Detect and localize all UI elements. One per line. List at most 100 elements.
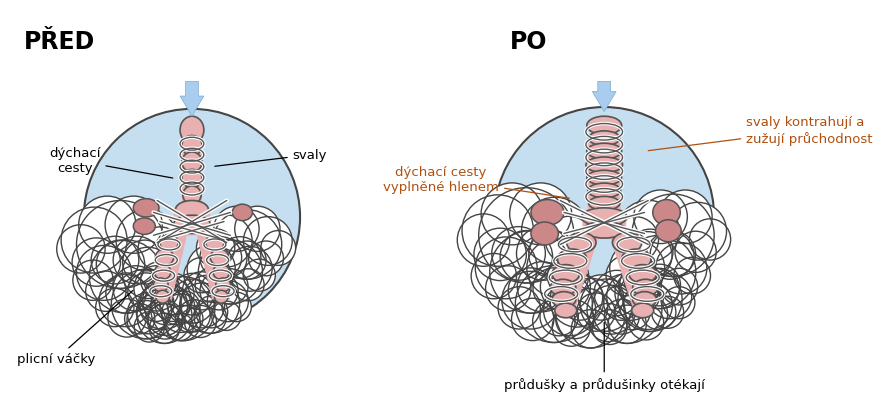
Circle shape [183, 272, 220, 310]
Ellipse shape [632, 292, 656, 308]
Ellipse shape [213, 265, 229, 280]
Circle shape [212, 301, 241, 331]
Circle shape [213, 269, 248, 304]
Ellipse shape [174, 216, 210, 234]
Circle shape [675, 232, 716, 273]
Circle shape [77, 201, 164, 289]
Circle shape [138, 227, 182, 271]
Ellipse shape [531, 200, 564, 225]
Circle shape [669, 203, 727, 261]
Ellipse shape [653, 200, 680, 225]
Polygon shape [153, 234, 187, 300]
Ellipse shape [206, 235, 224, 251]
Circle shape [548, 256, 588, 297]
Circle shape [517, 227, 570, 280]
Circle shape [123, 248, 174, 299]
Circle shape [176, 305, 203, 332]
Circle shape [615, 271, 661, 316]
Circle shape [111, 270, 181, 339]
Circle shape [124, 304, 155, 334]
Circle shape [161, 294, 200, 332]
Circle shape [86, 271, 126, 311]
Ellipse shape [632, 304, 654, 318]
Circle shape [652, 297, 684, 328]
Circle shape [209, 240, 247, 278]
Circle shape [481, 183, 543, 245]
Circle shape [650, 232, 696, 277]
Circle shape [502, 272, 559, 329]
Circle shape [618, 268, 682, 332]
Circle shape [127, 301, 165, 339]
Circle shape [690, 219, 730, 261]
Circle shape [194, 301, 227, 334]
Circle shape [617, 201, 679, 263]
Circle shape [594, 271, 639, 316]
Circle shape [623, 236, 696, 309]
Circle shape [552, 308, 590, 347]
Text: PŘED: PŘED [25, 30, 95, 54]
Circle shape [589, 304, 627, 342]
Ellipse shape [550, 280, 576, 296]
Circle shape [533, 300, 575, 343]
Circle shape [634, 190, 687, 244]
Circle shape [147, 304, 183, 339]
Circle shape [641, 295, 676, 330]
Circle shape [508, 268, 554, 313]
Circle shape [545, 217, 593, 264]
Ellipse shape [531, 223, 558, 245]
Circle shape [180, 283, 225, 328]
Circle shape [550, 273, 604, 328]
Circle shape [604, 299, 639, 334]
Circle shape [569, 289, 608, 328]
Ellipse shape [566, 233, 596, 253]
Circle shape [228, 247, 273, 292]
Circle shape [166, 313, 193, 341]
Ellipse shape [555, 304, 577, 318]
Text: PO: PO [510, 30, 548, 54]
Circle shape [243, 217, 292, 266]
Polygon shape [609, 234, 654, 313]
Circle shape [84, 109, 300, 325]
Circle shape [105, 197, 162, 254]
Circle shape [165, 306, 200, 341]
Circle shape [624, 232, 672, 280]
Circle shape [609, 241, 665, 296]
Circle shape [181, 275, 240, 334]
Circle shape [556, 300, 594, 339]
Circle shape [492, 227, 545, 280]
Text: svaly: svaly [215, 149, 327, 167]
Circle shape [619, 265, 662, 306]
Circle shape [557, 275, 602, 320]
Circle shape [471, 254, 517, 299]
Ellipse shape [133, 218, 155, 235]
Ellipse shape [588, 132, 620, 146]
Circle shape [151, 277, 215, 341]
Circle shape [528, 231, 576, 278]
Ellipse shape [552, 292, 576, 308]
Circle shape [198, 240, 263, 304]
Circle shape [99, 275, 152, 327]
Circle shape [220, 237, 261, 279]
Ellipse shape [154, 265, 171, 280]
Ellipse shape [587, 144, 622, 159]
Circle shape [515, 266, 593, 343]
Circle shape [196, 296, 228, 328]
Circle shape [474, 229, 527, 281]
Circle shape [655, 243, 706, 294]
Text: průdušky a průdušinky otékají: průdušky a průdušinky otékají [504, 323, 705, 392]
Circle shape [72, 238, 121, 287]
Circle shape [137, 289, 192, 344]
FancyBboxPatch shape [582, 216, 626, 240]
Circle shape [200, 272, 238, 310]
Circle shape [580, 279, 632, 332]
Circle shape [123, 240, 167, 285]
Ellipse shape [156, 291, 169, 304]
Polygon shape [197, 234, 230, 300]
Ellipse shape [583, 222, 625, 238]
Circle shape [572, 310, 609, 348]
Circle shape [200, 215, 252, 268]
Circle shape [540, 298, 579, 336]
Circle shape [543, 284, 595, 336]
Circle shape [153, 274, 194, 315]
Circle shape [632, 195, 714, 277]
